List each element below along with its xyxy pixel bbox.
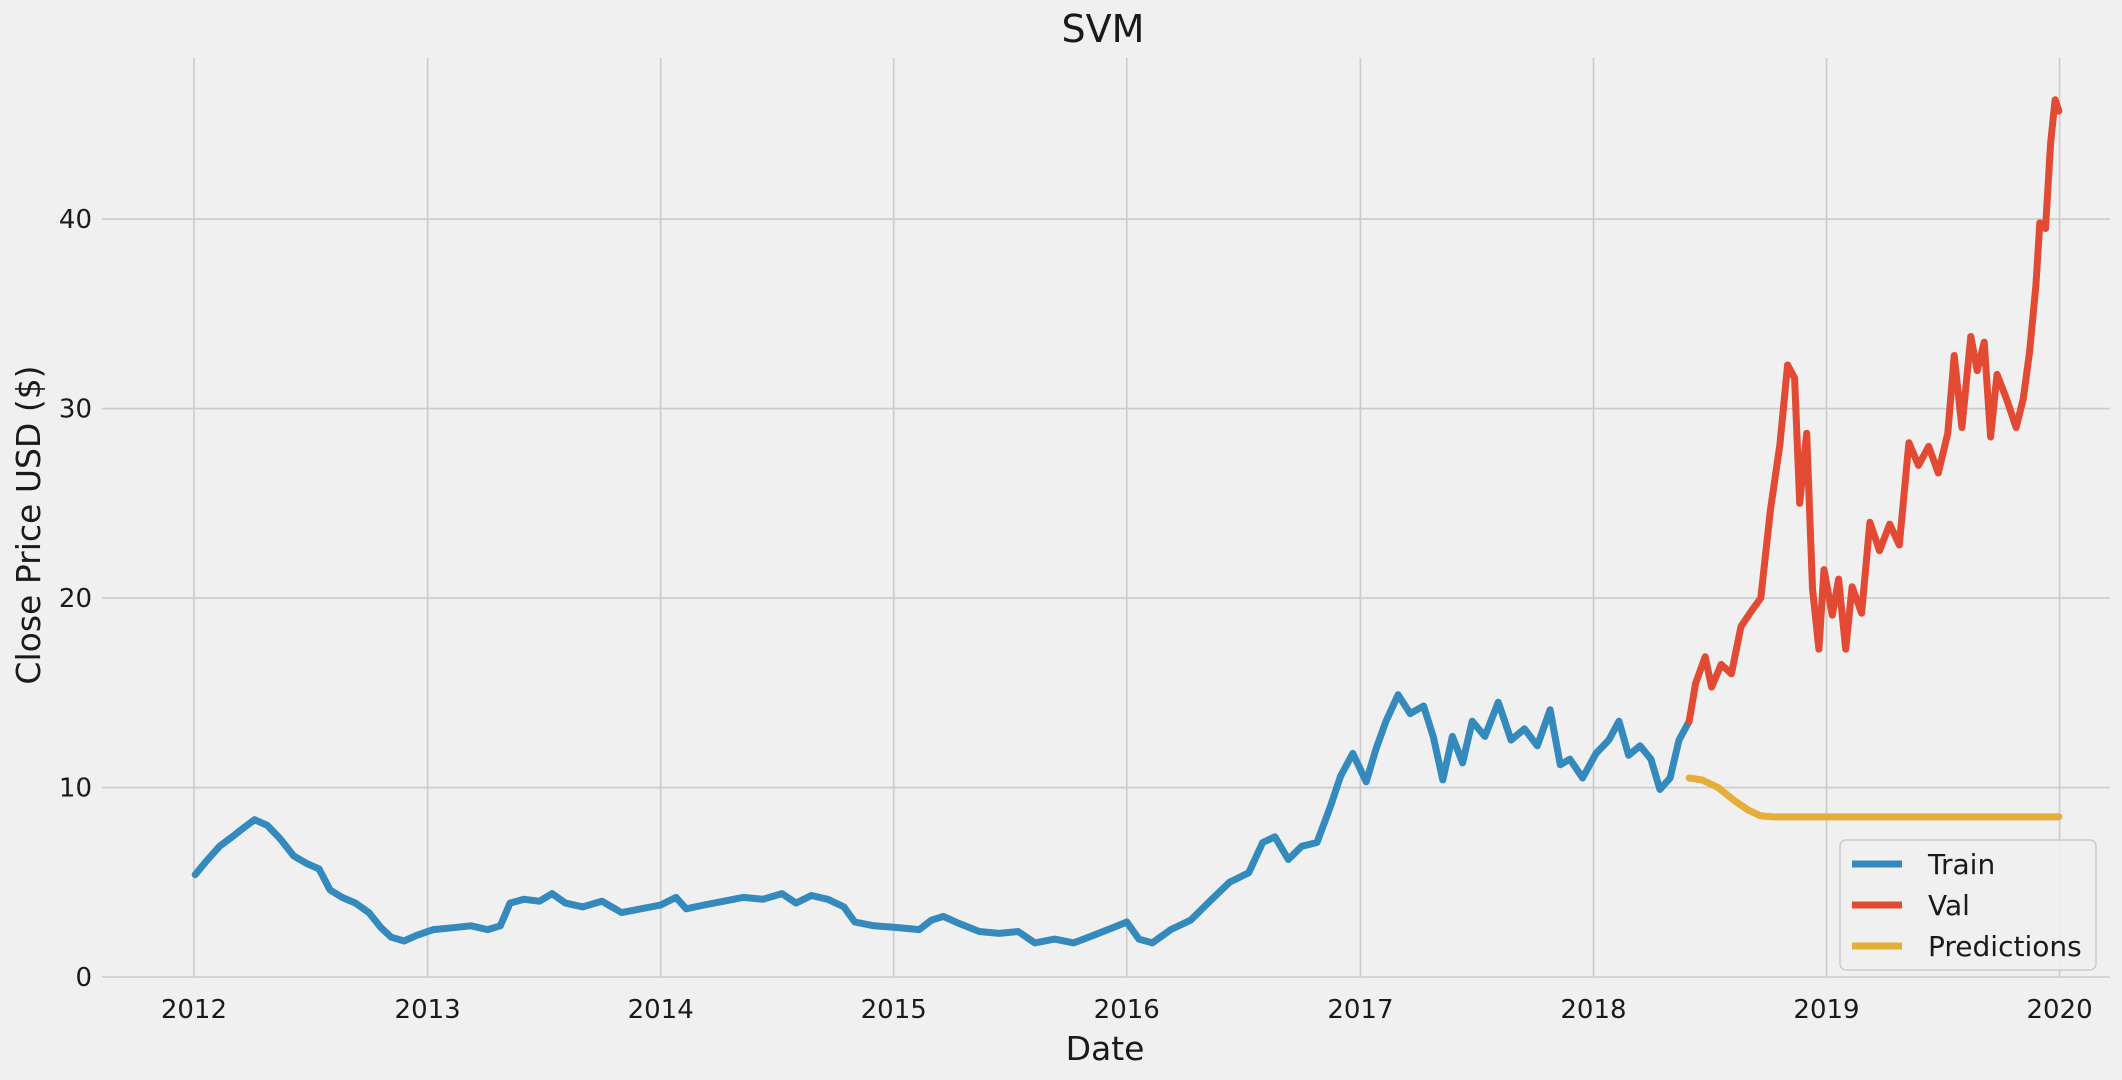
series-line-predictions (1685, 774, 2063, 821)
x-tick-label: 2020 (2026, 995, 2092, 1025)
y-tick-label: 20 (59, 584, 92, 614)
chart-title: SVM (1062, 7, 1145, 51)
y-tick-label: 0 (75, 963, 92, 993)
legend-label-predictions: Predictions (1928, 930, 2082, 963)
series-line-train (191, 691, 1693, 947)
y-tick-label: 40 (59, 205, 92, 235)
x-tick-label: 2019 (1793, 995, 1859, 1025)
grid (102, 58, 2110, 978)
y-tick-label: 30 (59, 395, 92, 425)
y-tick-label: 10 (59, 774, 92, 804)
x-tick-label: 2016 (1094, 995, 1160, 1025)
x-tick-label: 2013 (395, 995, 461, 1025)
legend-label-val: Val (1928, 889, 1970, 922)
legend: Train Val Predictions (1839, 839, 2097, 971)
x-tick-label: 2015 (861, 995, 927, 1025)
x-axis-title: Date (1066, 1029, 1145, 1068)
legend-box (1839, 839, 2097, 971)
x-axis-ticks: 2012 2013 2014 2015 2016 2017 2018 2019 2020 (161, 995, 2093, 1025)
x-tick-label: 2017 (1327, 995, 1393, 1025)
x-tick-label: 2014 (628, 995, 694, 1025)
plot-series (191, 96, 2063, 947)
x-tick-label: 2012 (161, 995, 227, 1025)
legend-label-train: Train (1927, 848, 1995, 881)
y-axis-title: Close Price USD ($) (9, 365, 48, 684)
y-axis-ticks: 0 10 20 30 40 (59, 205, 92, 993)
x-tick-label: 2018 (1560, 995, 1626, 1025)
series-line-val (1685, 96, 2063, 725)
